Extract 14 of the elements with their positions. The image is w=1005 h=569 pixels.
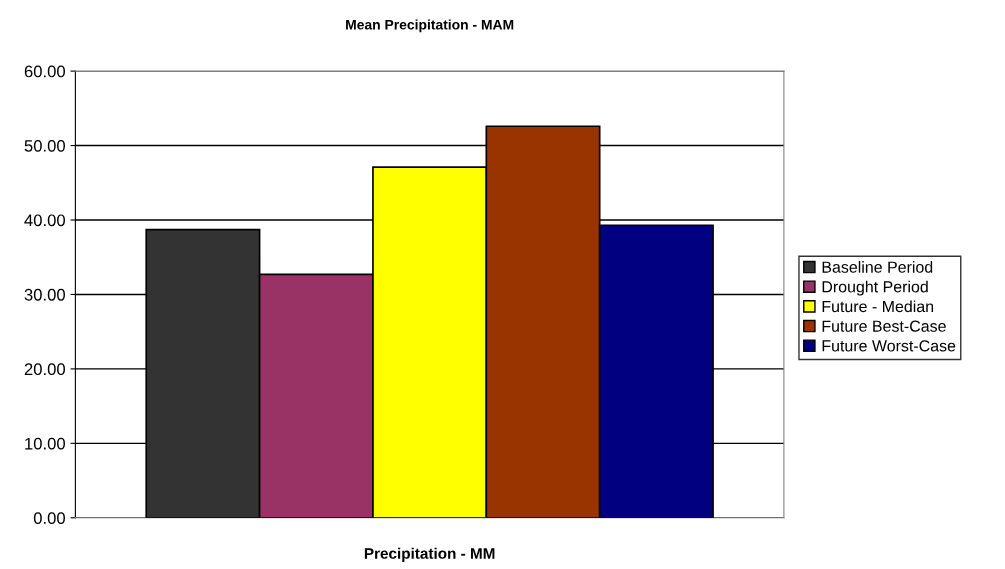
y-tick-label: 30.00 — [24, 288, 65, 301]
y-tick-label: 50.00 — [24, 139, 65, 152]
y-tick-label: 10.00 — [25, 437, 65, 450]
legend-label: Future - Median — [822, 300, 934, 313]
legend-label: Baseline Period — [822, 261, 933, 273]
y-tick-label: 40.00 — [24, 214, 65, 227]
chart-title: Mean Precipitation - MAM — [346, 19, 514, 33]
y-tick-label: 20.00 — [24, 363, 65, 376]
x-axis-title: Precipitation - MM — [364, 547, 495, 562]
legend-label: Future Best-Case — [822, 320, 946, 332]
legend-label: Future Worst-Case — [822, 340, 956, 352]
legend-label: Drought Period — [822, 280, 928, 296]
y-tick-label: 0.00 — [33, 512, 65, 524]
y-tick-label: 60.00 — [24, 65, 65, 78]
